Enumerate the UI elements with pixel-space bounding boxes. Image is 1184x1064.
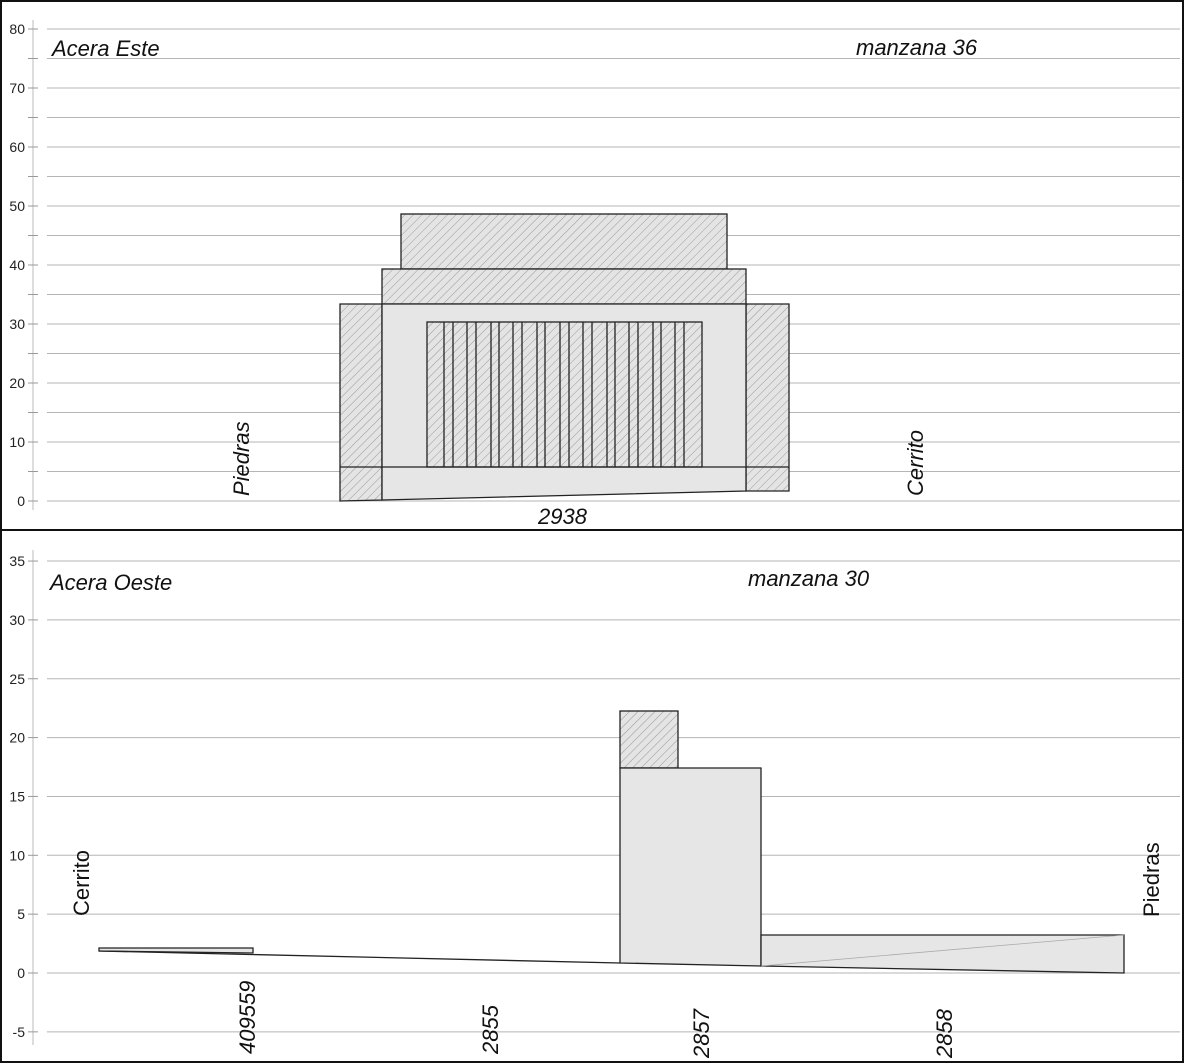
building-2857-upper	[619, 710, 679, 769]
parcel-label: 409559	[235, 981, 260, 1054]
slope-line	[760, 934, 1125, 967]
tick-label: 50	[9, 198, 25, 214]
tick-label: 70	[9, 80, 25, 96]
bottom-right-street: Piedras	[1139, 842, 1164, 917]
tick-label: 15	[9, 788, 25, 804]
tick-label: 0	[17, 493, 25, 509]
tick-label: 10	[9, 847, 25, 863]
parcel-label: 2857	[689, 1008, 714, 1059]
tick-label: 10	[9, 434, 25, 450]
middle-floor	[381, 268, 747, 305]
bottom-left-street: Cerrito	[69, 850, 94, 916]
bottom-panel-title: Acera Oeste	[48, 570, 172, 595]
left-pier	[339, 303, 383, 502]
tick-label: -5	[13, 1024, 26, 1040]
top-panel-title: Acera Este	[50, 36, 160, 61]
bottom-block-label: manzana 30	[748, 566, 870, 591]
tick-label: 30	[9, 316, 25, 332]
building-2938	[339, 213, 790, 502]
tick-label: 80	[9, 21, 25, 37]
upper-floor	[400, 213, 728, 270]
tick-label: 25	[9, 671, 25, 687]
tick-label: 30	[9, 612, 25, 628]
bottom-y-axis: -5 0 5 10 15 20 25 30 35	[9, 550, 1180, 1045]
right-pier	[745, 303, 790, 492]
grille	[426, 321, 703, 468]
tick-label: 0	[17, 965, 25, 981]
building-2858	[760, 934, 1125, 974]
grille-bars	[443, 322, 685, 467]
top-block-label: manzana 36	[856, 35, 978, 60]
building-2857	[619, 767, 762, 967]
building-409559	[98, 947, 254, 954]
parcel-label: 2855	[478, 1004, 503, 1055]
top-right-street: Cerrito	[903, 430, 928, 496]
tick-label: 20	[9, 375, 25, 391]
parcel-label: 2858	[932, 1008, 957, 1059]
tick-label: 40	[9, 257, 25, 273]
tick-label: 5	[17, 906, 25, 922]
tick-label: 60	[9, 139, 25, 155]
tick-label: 35	[9, 553, 25, 569]
tick-label: 20	[9, 730, 25, 746]
top-left-street: Piedras	[229, 421, 254, 496]
parcel-label: 2938	[537, 504, 588, 529]
ground-line	[98, 950, 621, 964]
